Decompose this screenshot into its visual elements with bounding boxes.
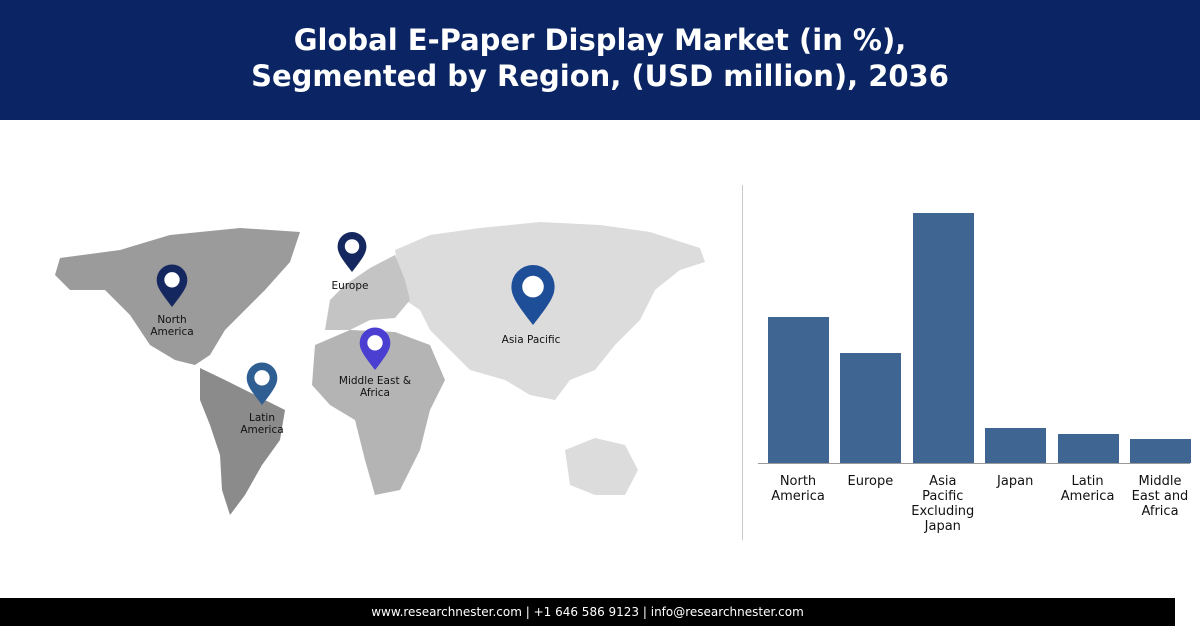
land-africa — [312, 330, 445, 495]
bar — [1057, 433, 1119, 463]
x-tick-label: Asia Pacific Excluding Japan — [911, 474, 975, 534]
x-tick-label: North America — [771, 474, 825, 504]
bar — [912, 213, 974, 463]
divider — [742, 185, 743, 540]
baseline — [758, 463, 1190, 464]
bar — [1130, 439, 1191, 463]
pin — [246, 362, 278, 405]
map-label: Middle East & Africa — [338, 375, 412, 399]
title: Segmented by Region, (USD million), 2036 — [251, 59, 949, 93]
x-tick-label: Latin America — [1060, 474, 1115, 504]
pin — [511, 265, 555, 325]
map-label: North America — [150, 314, 194, 338]
land-eurasia — [395, 222, 705, 400]
pin — [337, 232, 367, 272]
x-tick-label: Middle East and Africa — [1131, 474, 1189, 519]
x-tick-label: Europe — [847, 474, 894, 489]
pin — [359, 327, 391, 370]
map-label: Europe — [331, 280, 369, 292]
land-europe — [325, 255, 410, 330]
map-label: Asia Pacific — [501, 334, 561, 346]
footer: www.researchnester.com | +1 646 586 9123… — [0, 598, 1175, 626]
world-map — [55, 222, 705, 515]
land-australia — [565, 438, 638, 495]
pin — [156, 264, 188, 307]
x-tick-label: Japan — [997, 474, 1034, 489]
bar — [840, 353, 902, 463]
land-latin-america — [200, 368, 285, 515]
map-label: Latin America — [240, 412, 284, 436]
bar — [768, 316, 829, 463]
header: Global E-Paper Display Market (in %), Se… — [0, 0, 1200, 120]
bar — [985, 427, 1047, 463]
title: Global E-Paper Display Market (in %), — [293, 23, 907, 57]
